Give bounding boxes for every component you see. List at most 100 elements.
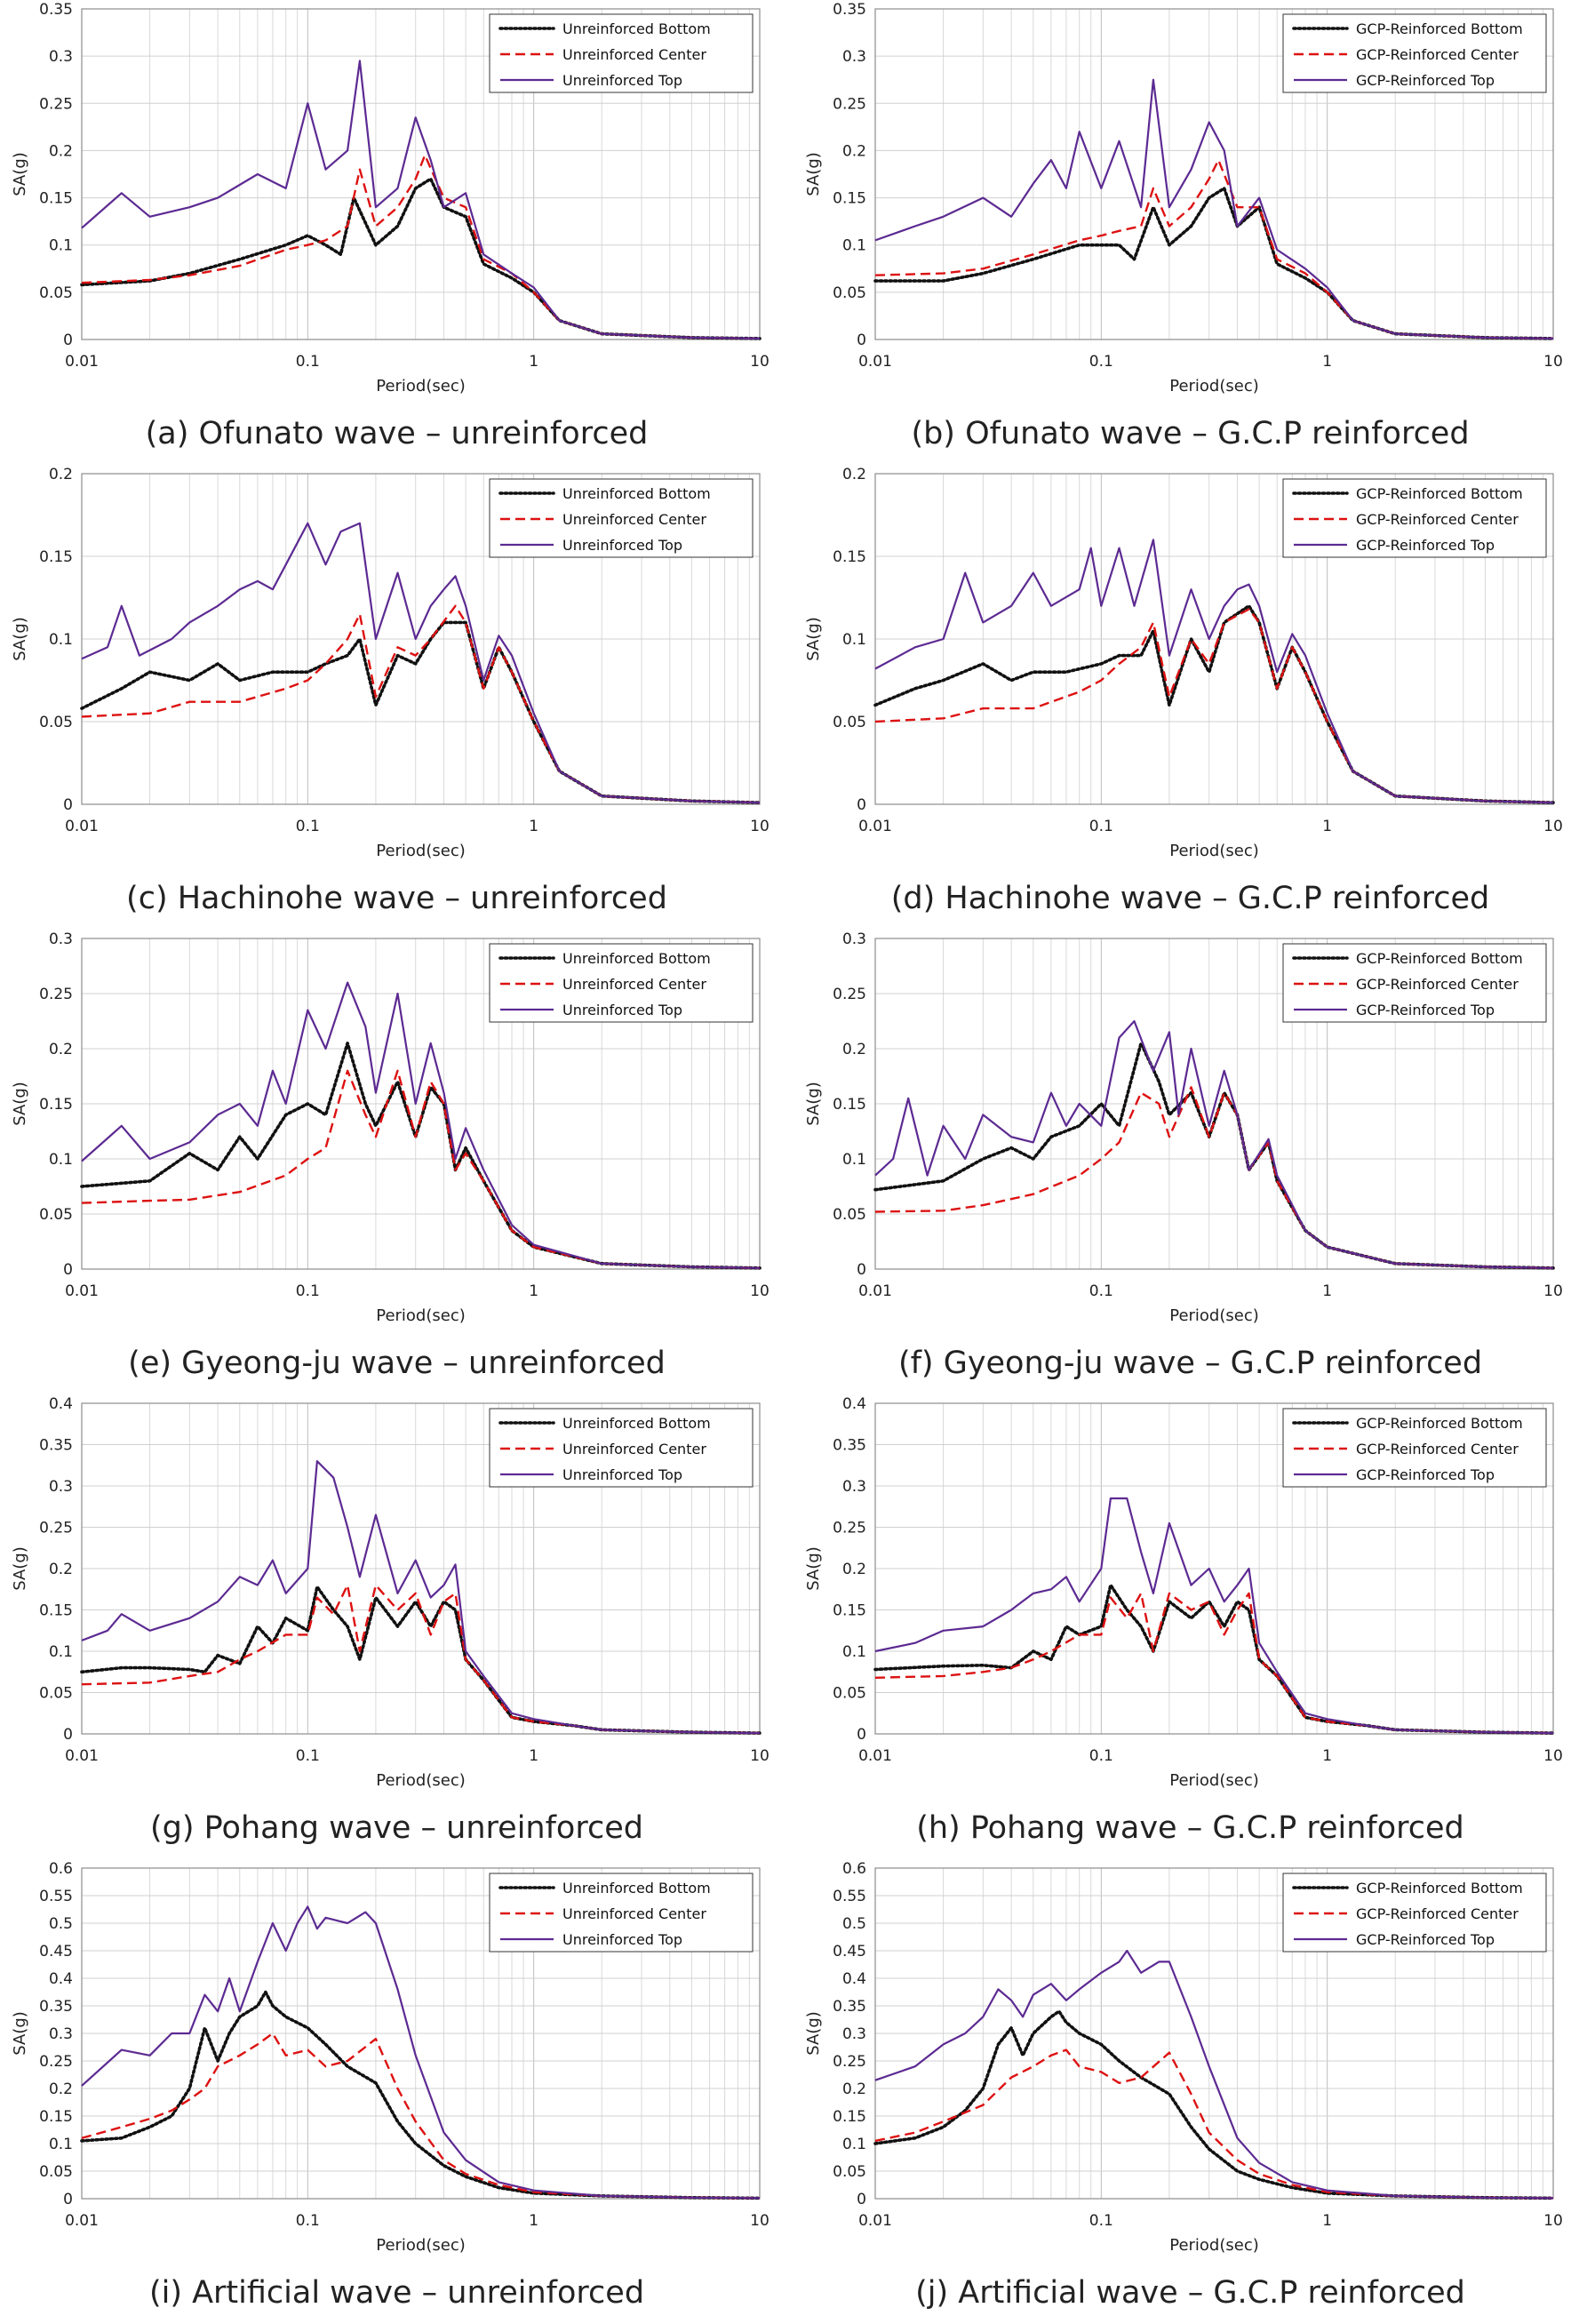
y-axis-label: SA(g) bbox=[804, 1546, 823, 1591]
chart-svg: 0 0.05 0.1 0.15 0.2 0.25 0.3 0.35 0.01 0.1 1 10 Peri… bbox=[11, 1, 770, 395]
legend-entry: Unreinforced Top bbox=[562, 1466, 682, 1483]
chart-svg: 0 0.05 0.1 0.15 0.2 0.25 0.3 0.35 0.4 0.45 0.5 0.55… bbox=[804, 1860, 1563, 2255]
x-tick-labels: 0.01 0.1 1 10 bbox=[858, 1282, 1563, 1300]
y-tick-label: 0.6 bbox=[842, 1860, 866, 1878]
y-tick-label: 0.45 bbox=[39, 1943, 73, 1961]
series-lines bbox=[80, 60, 762, 340]
y-tick-label: 0.35 bbox=[39, 1, 73, 19]
y-tick-label: 0.25 bbox=[833, 986, 866, 1003]
x-tick-label: 0.1 bbox=[1089, 818, 1113, 835]
chart-panel-g: 0 0.05 0.1 0.15 0.2 0.25 0.3 0.35 0.4 0.01 0.1 1 10 P… bbox=[0, 1394, 794, 1859]
x-tick-label: 0.1 bbox=[1089, 1282, 1113, 1300]
chart-svg: 0 0.05 0.1 0.15 0.2 0.01 0.1 1 10 Period(sec) SA(g… bbox=[11, 466, 770, 860]
legend-entry: GCP-Reinforced Top bbox=[1356, 72, 1495, 89]
x-axis-label: Period(sec) bbox=[1169, 1306, 1259, 1325]
y-tick-label: 0.1 bbox=[842, 1151, 866, 1169]
chart-caption: (e) Gyeong-ju wave – unreinforced bbox=[128, 1346, 666, 1381]
legend-entry: GCP-Reinforced Bottom bbox=[1356, 950, 1523, 967]
y-tick-labels: 0 0.05 0.1 0.15 0.2 0.25 0.3 0.35 0.4 0.45 0.5 0.55… bbox=[833, 1860, 866, 2208]
series-line-solid bbox=[874, 78, 1554, 339]
chart-panel-i: 0 0.05 0.1 0.15 0.2 0.25 0.3 0.35 0.4 0.45 0.5 0.55… bbox=[0, 1859, 794, 2324]
x-tick-label: 0.1 bbox=[1089, 353, 1113, 371]
x-tick-label: 1 bbox=[529, 1747, 538, 1765]
y-tick-label: 0.2 bbox=[49, 1561, 73, 1578]
y-tick-label: 0.3 bbox=[842, 1478, 866, 1496]
x-axis-label: Period(sec) bbox=[376, 2236, 466, 2255]
chart-panel-h: 0 0.05 0.1 0.15 0.2 0.25 0.3 0.35 0.4 0.01 0.1 1 10 P… bbox=[794, 1394, 1587, 1859]
plot-frame bbox=[81, 938, 761, 1270]
legend-entry: Unreinforced Top bbox=[562, 72, 682, 89]
x-tick-label: 0.1 bbox=[1089, 2212, 1113, 2230]
y-axis-label: SA(g) bbox=[11, 617, 29, 661]
y-tick-labels: 0 0.05 0.1 0.15 0.2 0.25 0.3 bbox=[39, 930, 73, 1279]
y-tick-label: 0.3 bbox=[842, 2025, 866, 2043]
y-tick-label: 0.05 bbox=[833, 714, 866, 731]
x-tick-label: 0.01 bbox=[65, 2212, 99, 2230]
x-tick-label: 10 bbox=[750, 353, 770, 371]
series-lines bbox=[80, 981, 762, 1270]
x-tick-label: 1 bbox=[1322, 1747, 1332, 1765]
x-tick-label: 10 bbox=[1543, 353, 1563, 371]
x-tick-label: 10 bbox=[750, 1747, 770, 1765]
x-axis-label: Period(sec) bbox=[1169, 2236, 1259, 2255]
legend: GCP-Reinforced Bottom GCP-Reinforced Cent… bbox=[1282, 1408, 1547, 1488]
x-tick-label: 10 bbox=[1543, 1747, 1563, 1765]
y-tick-label: 0 bbox=[63, 1726, 73, 1744]
x-tick-label: 1 bbox=[529, 818, 538, 835]
y-tick-label: 0.5 bbox=[842, 1915, 866, 1933]
legend-entry: GCP-Reinforced Center bbox=[1356, 976, 1519, 993]
series-line-dotted bbox=[873, 1583, 1555, 1735]
series-lines bbox=[873, 1949, 1555, 2200]
x-tick-label: 10 bbox=[750, 1282, 770, 1300]
legend-entry: Unreinforced Bottom bbox=[562, 20, 711, 37]
x-tick-label: 0.1 bbox=[296, 818, 320, 835]
y-tick-label: 0.2 bbox=[49, 142, 73, 160]
x-tick-label: 0.01 bbox=[65, 353, 99, 371]
x-tick-labels: 0.01 0.1 1 10 bbox=[65, 1747, 770, 1765]
y-tick-label: 0.25 bbox=[833, 95, 866, 113]
series-line-solid bbox=[81, 981, 761, 1269]
legend: Unreinforced Bottom Unreinforced Center Un… bbox=[489, 1408, 754, 1488]
chart-caption: (h) Pohang wave – G.C.P reinforced bbox=[916, 1810, 1464, 1846]
plot-frame bbox=[81, 1402, 761, 1735]
y-tick-label: 0.1 bbox=[842, 631, 866, 649]
x-tick-label: 0.1 bbox=[296, 2212, 320, 2230]
series-line-dotted bbox=[873, 1042, 1555, 1270]
legend-entry: Unreinforced Center bbox=[562, 1441, 706, 1457]
y-tick-label: 0.2 bbox=[842, 1561, 866, 1578]
y-tick-label: 0.1 bbox=[49, 2136, 73, 2153]
y-tick-label: 0.25 bbox=[833, 1520, 866, 1537]
y-tick-label: 0.2 bbox=[842, 142, 866, 160]
chart-panel-f: 0 0.05 0.1 0.15 0.2 0.25 0.3 0.01 0.1 1 10 Period(s… bbox=[794, 930, 1587, 1394]
plot-frame bbox=[874, 938, 1554, 1270]
series-line-dashed bbox=[874, 2048, 1554, 2200]
series-line-dashed bbox=[874, 1592, 1554, 1735]
legend-entry: Unreinforced Top bbox=[562, 537, 682, 554]
y-tick-label: 0.1 bbox=[49, 631, 73, 649]
y-tick-label: 0.45 bbox=[833, 1943, 866, 1961]
x-tick-labels: 0.01 0.1 1 10 bbox=[65, 2212, 770, 2230]
x-tick-label: 0.01 bbox=[858, 1282, 892, 1300]
chart-svg: 0 0.05 0.1 0.15 0.2 0.25 0.3 0.35 0.4 0.45 0.5 0.55… bbox=[11, 1860, 770, 2255]
y-tick-label: 0.05 bbox=[833, 284, 866, 302]
plot-frame bbox=[874, 473, 1554, 805]
chart-caption: (a) Ofunato wave – unreinforced bbox=[145, 416, 649, 451]
legend-entry: GCP-Reinforced Center bbox=[1356, 46, 1519, 63]
legend-entry: GCP-Reinforced Bottom bbox=[1356, 20, 1523, 37]
gridlines bbox=[874, 1402, 1553, 1735]
y-tick-label: 0.2 bbox=[49, 1041, 73, 1058]
chart-svg: 0 0.05 0.1 0.15 0.2 0.25 0.3 0.35 0.4 0.01 0.1 1 10 P… bbox=[804, 1395, 1563, 1790]
x-tick-label: 0.1 bbox=[296, 1747, 320, 1765]
legend-entry: GCP-Reinforced Top bbox=[1356, 1931, 1495, 1948]
chart-svg: 0 0.05 0.1 0.15 0.2 0.25 0.3 0.35 0.01 0.1 1 10 Peri… bbox=[804, 1, 1563, 395]
x-tick-label: 0.1 bbox=[296, 1282, 320, 1300]
y-tick-label: 0.15 bbox=[833, 1602, 866, 1620]
legend-entry: Unreinforced Bottom bbox=[562, 485, 711, 502]
plot-frame bbox=[81, 8, 761, 340]
y-tick-label: 0.55 bbox=[833, 1888, 866, 1905]
legend-entry: GCP-Reinforced Bottom bbox=[1356, 1415, 1523, 1432]
legend-entry: GCP-Reinforced Center bbox=[1356, 1441, 1519, 1457]
plot-frame bbox=[874, 8, 1554, 340]
y-tick-label: 0.15 bbox=[39, 1602, 73, 1620]
